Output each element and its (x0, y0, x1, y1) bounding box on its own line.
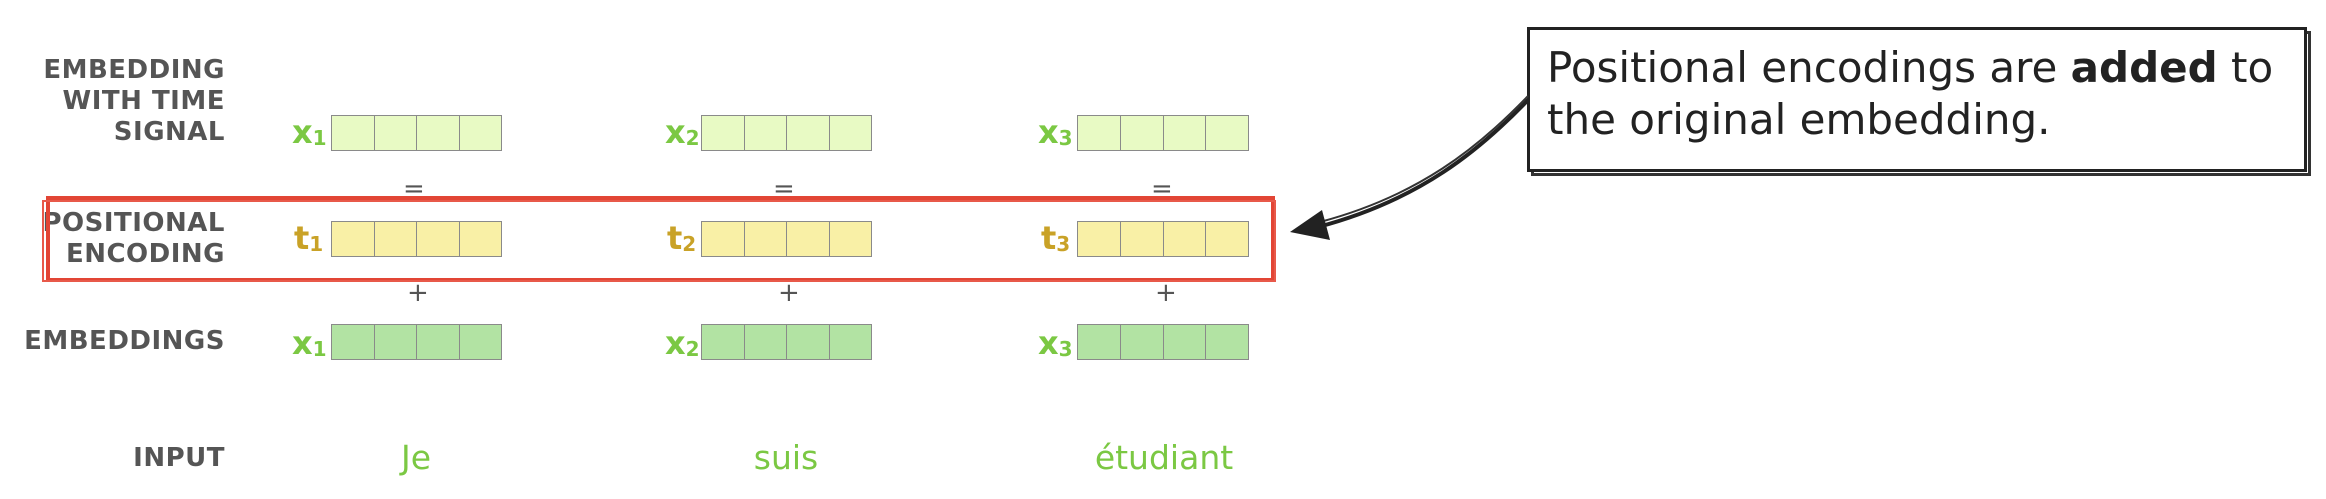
row-label-line: ENCODING (65, 239, 225, 269)
plus-sign-2: + (778, 278, 800, 308)
plus-sign-3: + (1155, 278, 1177, 308)
positional-vector-label-1: t1 (294, 219, 324, 257)
arrow-head-icon (1290, 210, 1330, 240)
signal-vector-3 (1077, 115, 1249, 151)
embedding-vector-label-2: x2 (665, 324, 700, 362)
positional-vector-label-2: t2 (667, 219, 697, 257)
callout-text-bold: added (2070, 43, 2218, 92)
signal-vector-1 (331, 115, 502, 151)
row-label-line: POSITIONAL (42, 208, 225, 238)
embedding-vector-2 (701, 324, 872, 360)
row-label-line: SIGNAL (113, 117, 225, 147)
plus-sign-1: + (407, 278, 429, 308)
positional-encoding-highlight-stroke (42, 200, 1276, 282)
input-word-1: Je (400, 438, 432, 477)
arrow-line (1317, 98, 1530, 229)
row-label-positional-encoding: POSITIONAL ENCODING (42, 208, 225, 270)
row-label-line: WITH TIME (62, 86, 225, 116)
equals-sign-2: = (773, 174, 795, 204)
equals-sign-1: = (403, 174, 425, 204)
input-word-3: étudiant (1094, 438, 1234, 477)
embedding-vector-label-3: x3 (1038, 324, 1073, 362)
row-label-line: EMBEDDING (43, 55, 225, 85)
row-label-input: INPUT (133, 443, 225, 474)
row-label-line: INPUT (133, 443, 225, 473)
callout-box (1527, 27, 2307, 172)
embedding-vector-3 (1077, 324, 1249, 360)
positional-vector-3 (1077, 221, 1249, 257)
equals-sign-3: = (1151, 174, 1173, 204)
arrow-line-sketch (1319, 95, 1529, 223)
embedding-vector-1 (331, 324, 502, 360)
signal-vector-2 (701, 115, 872, 151)
row-label-line: EMBEDDINGS (24, 326, 225, 356)
positional-vector-2 (701, 221, 872, 257)
row-label-embedding-with-time-signal: EMBEDDING WITH TIME SIGNAL (43, 55, 225, 148)
row-label-embeddings: EMBEDDINGS (24, 326, 225, 357)
positional-vector-label-3: t3 (1041, 219, 1071, 257)
embedding-vector-label-1: x1 (292, 324, 327, 362)
callout-text: Positional encodings are added to the or… (1547, 42, 2297, 146)
callout-text-part: to the original embedding. (1547, 43, 2274, 144)
positional-vector-1 (331, 221, 502, 257)
signal-vector-label-3: x3 (1038, 113, 1073, 151)
input-word-2: suis (753, 438, 819, 477)
signal-vector-label-2: x2 (665, 113, 700, 151)
callout-text-part: Positional encodings are (1547, 43, 2071, 92)
signal-vector-label-1: x1 (292, 113, 327, 151)
